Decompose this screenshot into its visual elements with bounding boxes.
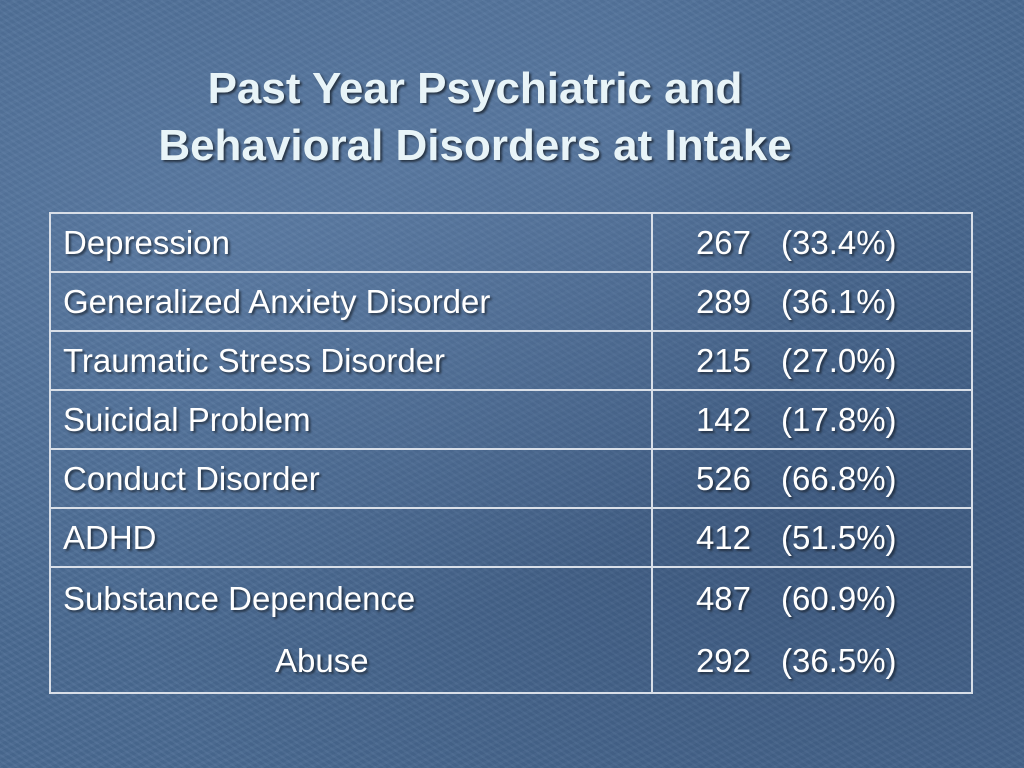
substance-dependence-label: Substance Dependence bbox=[63, 580, 416, 617]
row-value: 526 (66.8%) bbox=[651, 448, 973, 509]
row-count: 215 bbox=[695, 341, 751, 379]
row-percent: (36.1%) bbox=[781, 282, 897, 320]
table-row-substance: Substance Dependence Abuse 487 (60.9%) 29… bbox=[49, 566, 973, 694]
substance-abuse-value: 292 (36.5%) bbox=[693, 630, 959, 692]
table-row-generalized-anxiety: Generalized Anxiety Disorder 289 (36.1%) bbox=[49, 271, 973, 332]
row-label: Depression bbox=[49, 212, 653, 273]
substance-dependence-value: 487 (60.9%) bbox=[693, 568, 959, 630]
row-value: 215 (27.0%) bbox=[651, 330, 973, 391]
disorders-table: Depression 267 (33.4%) Generalized Anxiet… bbox=[49, 212, 973, 694]
row-label: Substance Dependence Abuse bbox=[49, 566, 653, 694]
row-value: 267 (33.4%) bbox=[651, 212, 973, 273]
row-percent: (33.4%) bbox=[781, 223, 897, 261]
row-value: 412 (51.5%) bbox=[651, 507, 973, 568]
row-percent: (17.8%) bbox=[781, 400, 897, 438]
table-row-traumatic-stress: Traumatic Stress Disorder 215 (27.0%) bbox=[49, 330, 973, 391]
row-count: 487 bbox=[695, 580, 751, 617]
row-percent: (66.8%) bbox=[781, 459, 897, 497]
row-percent: (27.0%) bbox=[781, 341, 897, 379]
substance-abuse-label: Abuse bbox=[275, 642, 369, 679]
row-value: 487 (60.9%) 292 (36.5%) bbox=[651, 566, 973, 694]
row-label: Traumatic Stress Disorder bbox=[49, 330, 653, 391]
row-count: 412 bbox=[695, 518, 751, 556]
table-row-conduct-disorder: Conduct Disorder 526 (66.8%) bbox=[49, 448, 973, 509]
row-value: 142 (17.8%) bbox=[651, 389, 973, 450]
row-percent: (36.5%) bbox=[781, 642, 897, 679]
table-row-suicidal-problem: Suicidal Problem 142 (17.8%) bbox=[49, 389, 973, 450]
row-label: Conduct Disorder bbox=[49, 448, 653, 509]
row-count: 292 bbox=[695, 642, 751, 679]
row-count: 526 bbox=[695, 459, 751, 497]
row-count: 267 bbox=[695, 223, 751, 261]
row-label: ADHD bbox=[49, 507, 653, 568]
row-count: 142 bbox=[695, 400, 751, 438]
row-label: Generalized Anxiety Disorder bbox=[49, 271, 653, 332]
row-percent: (51.5%) bbox=[781, 518, 897, 556]
slide-title-line-1: Past Year Psychiatric and bbox=[207, 64, 743, 113]
slide-title-line-2: Behavioral Disorders at Intake bbox=[158, 121, 792, 170]
row-label: Suicidal Problem bbox=[49, 389, 653, 450]
table-row-depression: Depression 267 (33.4%) bbox=[49, 212, 973, 273]
row-percent: (60.9%) bbox=[781, 580, 897, 617]
row-count: 289 bbox=[695, 282, 751, 320]
row-value: 289 (36.1%) bbox=[651, 271, 973, 332]
table-row-adhd: ADHD 412 (51.5%) bbox=[49, 507, 973, 568]
slide-title: Past Year Psychiatric and Behavioral Dis… bbox=[60, 60, 890, 174]
